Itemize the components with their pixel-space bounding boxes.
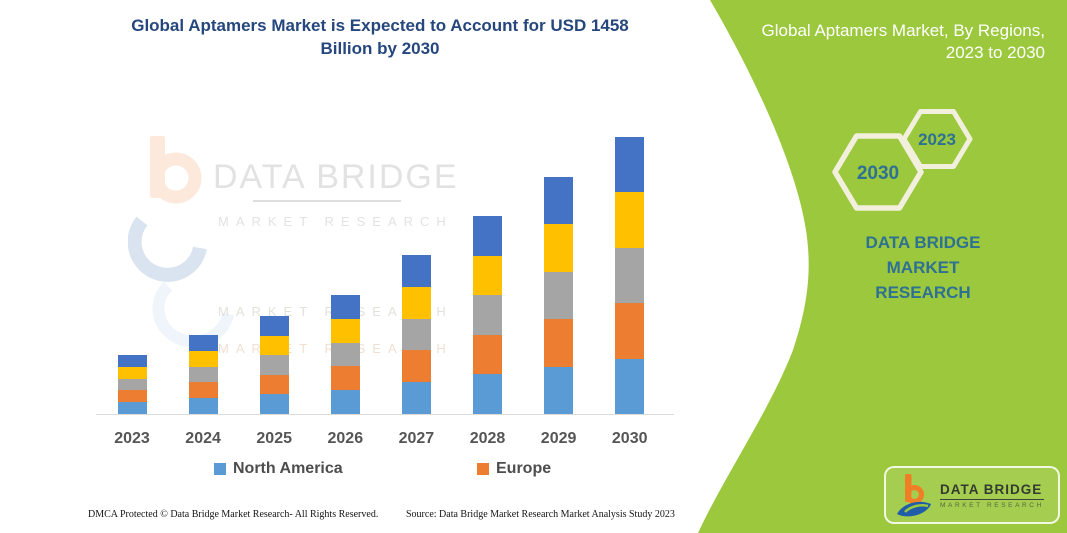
bar-segment-North America bbox=[117, 402, 147, 414]
stacked-bar-2030 bbox=[615, 137, 645, 414]
bar-segment-North America bbox=[473, 374, 502, 414]
hexagon-year-2023: 2023 bbox=[918, 130, 956, 149]
stacked-bar-2028 bbox=[473, 216, 502, 414]
bar-segment-North America bbox=[188, 398, 218, 414]
footer-copyright: DMCA Protected © Data Bridge Market Rese… bbox=[88, 509, 379, 520]
stacked-bar-2029 bbox=[544, 177, 574, 414]
hexagon-2030-icon bbox=[832, 133, 924, 211]
bar-segment-Europe bbox=[117, 390, 147, 403]
bar-segment-unlabeled-yellow-region bbox=[544, 224, 574, 272]
bar-segment-unlabeled-darkblue-region bbox=[544, 177, 574, 225]
bar-segment-unlabeled-yellow-region bbox=[259, 335, 289, 356]
hexagon-year-2030: 2030 bbox=[857, 163, 899, 184]
legend-swatch-north-america bbox=[214, 463, 226, 475]
x-axis-labels: 2023 2024 2025 2026 2027 2028 2029 2030 bbox=[96, 430, 674, 452]
logo-title: DATA BRIDGE bbox=[940, 482, 1044, 500]
databridge-logo-icon bbox=[897, 474, 931, 517]
bar-segment-unlabeled-darkblue-region bbox=[401, 255, 431, 287]
bar-segment-unlabeled-yellow-region bbox=[401, 286, 431, 319]
panel-heading-line1: Global Aptamers Market, By Regions, bbox=[761, 21, 1045, 40]
bar-plot-area bbox=[96, 134, 674, 415]
panel-heading: Global Aptamers Market, By Regions, 2023… bbox=[715, 20, 1045, 64]
bar-segment-Europe bbox=[401, 350, 431, 383]
bar-segment-unlabeled-gray-region bbox=[188, 366, 218, 383]
panel-brand-text: DATA BRIDGE MARKET RESEARCH bbox=[865, 233, 981, 302]
bar-segment-North America bbox=[259, 394, 289, 414]
bar-segment-Europe bbox=[330, 366, 360, 391]
x-axis-label-2025: 2025 bbox=[256, 430, 292, 447]
x-axis-label-2030: 2030 bbox=[611, 430, 648, 447]
chart-title: Global Aptamers Market is Expected to Ac… bbox=[131, 16, 629, 58]
bar-segment-Europe bbox=[259, 374, 289, 395]
bar-segment-Europe bbox=[544, 319, 574, 367]
hexagon-2023-icon bbox=[901, 109, 973, 169]
x-axis-label-2028: 2028 bbox=[469, 430, 506, 447]
bar-segment-Europe bbox=[188, 382, 218, 399]
bar-segment-North America bbox=[330, 390, 360, 414]
bar-segment-Europe bbox=[615, 303, 645, 359]
bar-segment-unlabeled-gray-region bbox=[473, 295, 502, 335]
bar-segment-unlabeled-yellow-region bbox=[473, 255, 502, 296]
bar-segment-unlabeled-gray-region bbox=[544, 271, 574, 320]
bar-segment-unlabeled-gray-region bbox=[615, 247, 645, 304]
x-axis-label-2027: 2027 bbox=[398, 430, 435, 447]
bar-segment-unlabeled-yellow-region bbox=[330, 318, 360, 343]
stacked-bar-2025 bbox=[259, 316, 289, 414]
bar-segment-Europe bbox=[473, 334, 502, 375]
bar-segment-unlabeled-darkblue-region bbox=[117, 355, 147, 367]
x-axis-label-2029: 2029 bbox=[540, 430, 577, 447]
bar-segment-unlabeled-gray-region bbox=[259, 355, 289, 375]
bar-segment-North America bbox=[544, 366, 574, 414]
legend-item-north-america: North America bbox=[214, 460, 343, 478]
bar-segment-unlabeled-gray-region bbox=[117, 378, 147, 391]
bar-segment-unlabeled-yellow-region bbox=[117, 366, 147, 379]
legend-label-north-america: North America bbox=[233, 460, 343, 477]
bar-segment-unlabeled-darkblue-region bbox=[473, 216, 502, 256]
stacked-bar-2023 bbox=[117, 355, 147, 414]
bar-segment-unlabeled-darkblue-region bbox=[330, 295, 360, 319]
bar-segment-unlabeled-gray-region bbox=[401, 318, 431, 351]
stacked-bar-2027 bbox=[401, 255, 431, 414]
databridge-logo-box: DATA BRIDGE MARKET RESEARCH bbox=[884, 466, 1060, 524]
x-axis-label-2026: 2026 bbox=[327, 430, 364, 447]
logo-subtitle: MARKET RESEARCH bbox=[940, 501, 1044, 509]
legend-swatch-europe bbox=[477, 463, 489, 475]
bar-segment-North America bbox=[615, 358, 645, 414]
stacked-bar-2026 bbox=[330, 295, 360, 414]
x-axis-label-2023: 2023 bbox=[114, 430, 150, 447]
x-axis-label-2024: 2024 bbox=[185, 430, 221, 447]
bar-segment-unlabeled-gray-region bbox=[330, 342, 360, 367]
bar-segment-unlabeled-yellow-region bbox=[615, 192, 645, 248]
legend-item-europe: Europe bbox=[477, 460, 551, 478]
bar-segment-unlabeled-darkblue-region bbox=[188, 335, 218, 351]
footer-source: Source: Data Bridge Market Research Mark… bbox=[406, 509, 675, 520]
bar-segment-unlabeled-darkblue-region bbox=[259, 316, 289, 336]
hexagon-years-graphic: 2030 2023 bbox=[832, 109, 973, 211]
legend-label-europe: Europe bbox=[496, 460, 552, 477]
stacked-bar-2024 bbox=[188, 335, 218, 414]
bar-segment-North America bbox=[401, 382, 431, 414]
bar-segment-unlabeled-darkblue-region bbox=[615, 137, 645, 193]
bar-segment-unlabeled-yellow-region bbox=[188, 350, 218, 367]
panel-heading-line2: 2023 to 2030 bbox=[945, 43, 1045, 62]
